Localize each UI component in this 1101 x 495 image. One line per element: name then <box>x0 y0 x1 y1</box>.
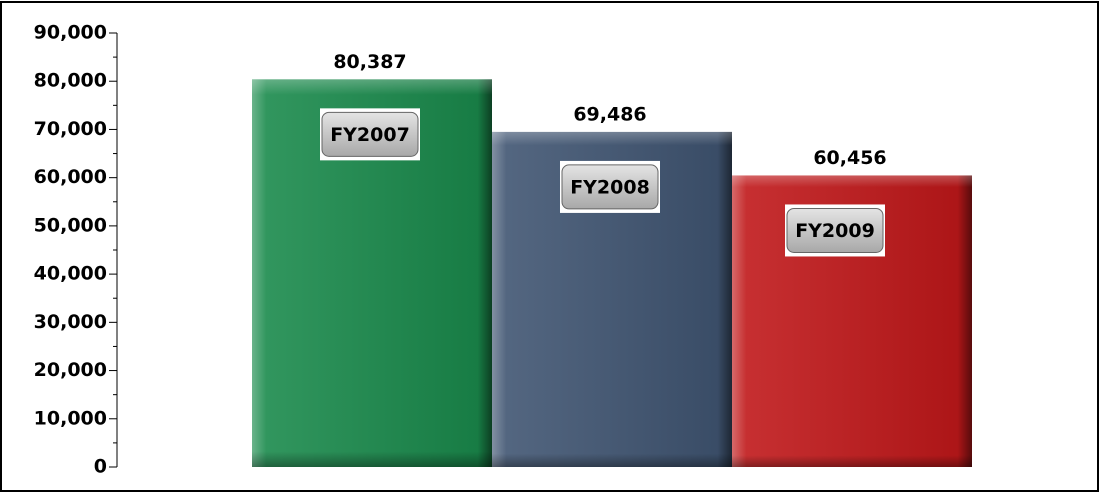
y-tick-label: 40,000 <box>34 263 107 285</box>
y-tick-label: 10,000 <box>34 407 107 429</box>
y-tick-label: 70,000 <box>34 118 107 140</box>
y-tick-label: 80,000 <box>34 70 107 92</box>
value-label: 80,387 <box>333 51 406 73</box>
y-tick-label: 0 <box>94 456 107 478</box>
value-label: 60,456 <box>813 147 886 169</box>
x-tick-label: FY2009 <box>795 220 875 242</box>
y-tick-label: 60,000 <box>34 166 107 188</box>
category-box <box>561 164 659 210</box>
y-tick-label: 50,000 <box>34 214 107 236</box>
y-tick-label: 30,000 <box>34 311 107 333</box>
value-label: 69,486 <box>573 103 646 125</box>
x-tick-label: FY2008 <box>570 176 650 198</box>
x-tick-label: FY2007 <box>330 124 410 146</box>
category-box <box>321 111 419 157</box>
y-tick-label: 90,000 <box>34 22 107 44</box>
category-box <box>786 207 884 253</box>
y-tick-label: 20,000 <box>34 359 107 381</box>
